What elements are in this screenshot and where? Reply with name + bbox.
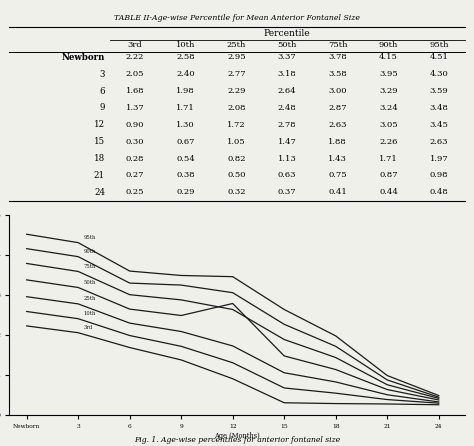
Text: 1.43: 1.43 <box>328 154 347 162</box>
Text: 2.48: 2.48 <box>278 104 296 112</box>
Text: 2.08: 2.08 <box>227 104 246 112</box>
Text: 0.29: 0.29 <box>176 188 195 196</box>
Text: 1.72: 1.72 <box>227 121 246 129</box>
Text: 2.05: 2.05 <box>126 70 144 78</box>
Text: 0.30: 0.30 <box>126 138 144 146</box>
Text: 90th: 90th <box>83 249 96 254</box>
Text: 1.98: 1.98 <box>176 87 195 95</box>
Text: 3.18: 3.18 <box>278 70 296 78</box>
Text: 0.50: 0.50 <box>227 171 246 179</box>
Text: 0.63: 0.63 <box>278 171 296 179</box>
Text: 1.47: 1.47 <box>278 138 297 146</box>
Text: 3.59: 3.59 <box>430 87 448 95</box>
Text: Newborn: Newborn <box>62 53 105 62</box>
Text: 0.82: 0.82 <box>227 154 246 162</box>
Text: 2.63: 2.63 <box>328 121 347 129</box>
Text: 0.75: 0.75 <box>328 171 347 179</box>
Text: 0.28: 0.28 <box>126 154 144 162</box>
X-axis label: Age (Months): Age (Months) <box>214 432 260 440</box>
Text: 3.37: 3.37 <box>278 54 296 62</box>
Text: 0.25: 0.25 <box>126 188 144 196</box>
Text: 0.27: 0.27 <box>126 171 144 179</box>
Text: 24: 24 <box>94 188 105 197</box>
Text: 3.24: 3.24 <box>379 104 398 112</box>
Text: 3.05: 3.05 <box>379 121 398 129</box>
Text: 9: 9 <box>100 103 105 112</box>
Text: 0.44: 0.44 <box>379 188 398 196</box>
Text: 1.88: 1.88 <box>328 138 347 146</box>
Text: 0.98: 0.98 <box>430 171 448 179</box>
Text: 6: 6 <box>100 87 105 95</box>
Text: 25th: 25th <box>227 41 246 49</box>
Text: 95th: 95th <box>83 235 96 240</box>
Text: Percentile: Percentile <box>264 29 310 38</box>
Text: 4.30: 4.30 <box>430 70 448 78</box>
Text: 3rd: 3rd <box>128 41 142 49</box>
Text: 2.63: 2.63 <box>430 138 448 146</box>
Text: 3rd: 3rd <box>83 325 92 330</box>
Text: 50th: 50th <box>83 280 96 285</box>
Text: 21: 21 <box>94 171 105 180</box>
Text: 1.30: 1.30 <box>176 121 195 129</box>
Text: 3.78: 3.78 <box>328 54 347 62</box>
Text: 2.64: 2.64 <box>278 87 296 95</box>
Text: 2.40: 2.40 <box>176 70 195 78</box>
Text: 12: 12 <box>94 120 105 129</box>
Text: 2.29: 2.29 <box>227 87 246 95</box>
Text: 10th: 10th <box>83 311 96 316</box>
Text: 0.41: 0.41 <box>328 188 347 196</box>
Text: 2.26: 2.26 <box>379 138 398 146</box>
Text: 2.78: 2.78 <box>278 121 296 129</box>
Text: 2.58: 2.58 <box>176 54 195 62</box>
Text: 0.32: 0.32 <box>227 188 246 196</box>
Text: 1.05: 1.05 <box>227 138 246 146</box>
Text: 95th: 95th <box>429 41 449 49</box>
Text: 1.71: 1.71 <box>176 104 195 112</box>
Text: 15: 15 <box>94 137 105 146</box>
Text: 10th: 10th <box>176 41 195 49</box>
Text: 1.97: 1.97 <box>430 154 448 162</box>
Text: 3.95: 3.95 <box>379 70 398 78</box>
Text: 3.58: 3.58 <box>328 70 347 78</box>
Text: 18: 18 <box>94 154 105 163</box>
Text: 1.68: 1.68 <box>126 87 144 95</box>
Text: 50th: 50th <box>277 41 297 49</box>
Text: 75th: 75th <box>328 41 347 49</box>
Text: Fig. 1. Age-wise percentiles for anterior fontanel size: Fig. 1. Age-wise percentiles for anterio… <box>134 436 340 444</box>
Text: 2.95: 2.95 <box>227 54 246 62</box>
Text: 0.67: 0.67 <box>176 138 195 146</box>
Text: 0.87: 0.87 <box>379 171 398 179</box>
Text: 0.38: 0.38 <box>176 171 195 179</box>
Text: 2.87: 2.87 <box>328 104 347 112</box>
Text: TABLE II-Age-wise Percentile for Mean Anterior Fontanel Size: TABLE II-Age-wise Percentile for Mean An… <box>114 14 360 22</box>
Text: 0.54: 0.54 <box>176 154 195 162</box>
Text: 1.37: 1.37 <box>126 104 144 112</box>
Text: 75th: 75th <box>83 264 96 269</box>
Text: 2.22: 2.22 <box>126 54 144 62</box>
Text: 4.51: 4.51 <box>430 54 448 62</box>
Text: 3.45: 3.45 <box>430 121 448 129</box>
Text: 3: 3 <box>100 70 105 79</box>
Text: 4.15: 4.15 <box>379 54 398 62</box>
Text: 3.48: 3.48 <box>430 104 448 112</box>
Text: 3.29: 3.29 <box>379 87 398 95</box>
Text: 1.13: 1.13 <box>278 154 296 162</box>
Text: 2.77: 2.77 <box>227 70 246 78</box>
Text: 0.37: 0.37 <box>278 188 296 196</box>
Text: 1.71: 1.71 <box>379 154 398 162</box>
Text: 0.48: 0.48 <box>430 188 448 196</box>
Text: 3.00: 3.00 <box>328 87 347 95</box>
Text: 90th: 90th <box>379 41 398 49</box>
Text: 0.90: 0.90 <box>126 121 144 129</box>
Text: 25th: 25th <box>83 297 96 301</box>
